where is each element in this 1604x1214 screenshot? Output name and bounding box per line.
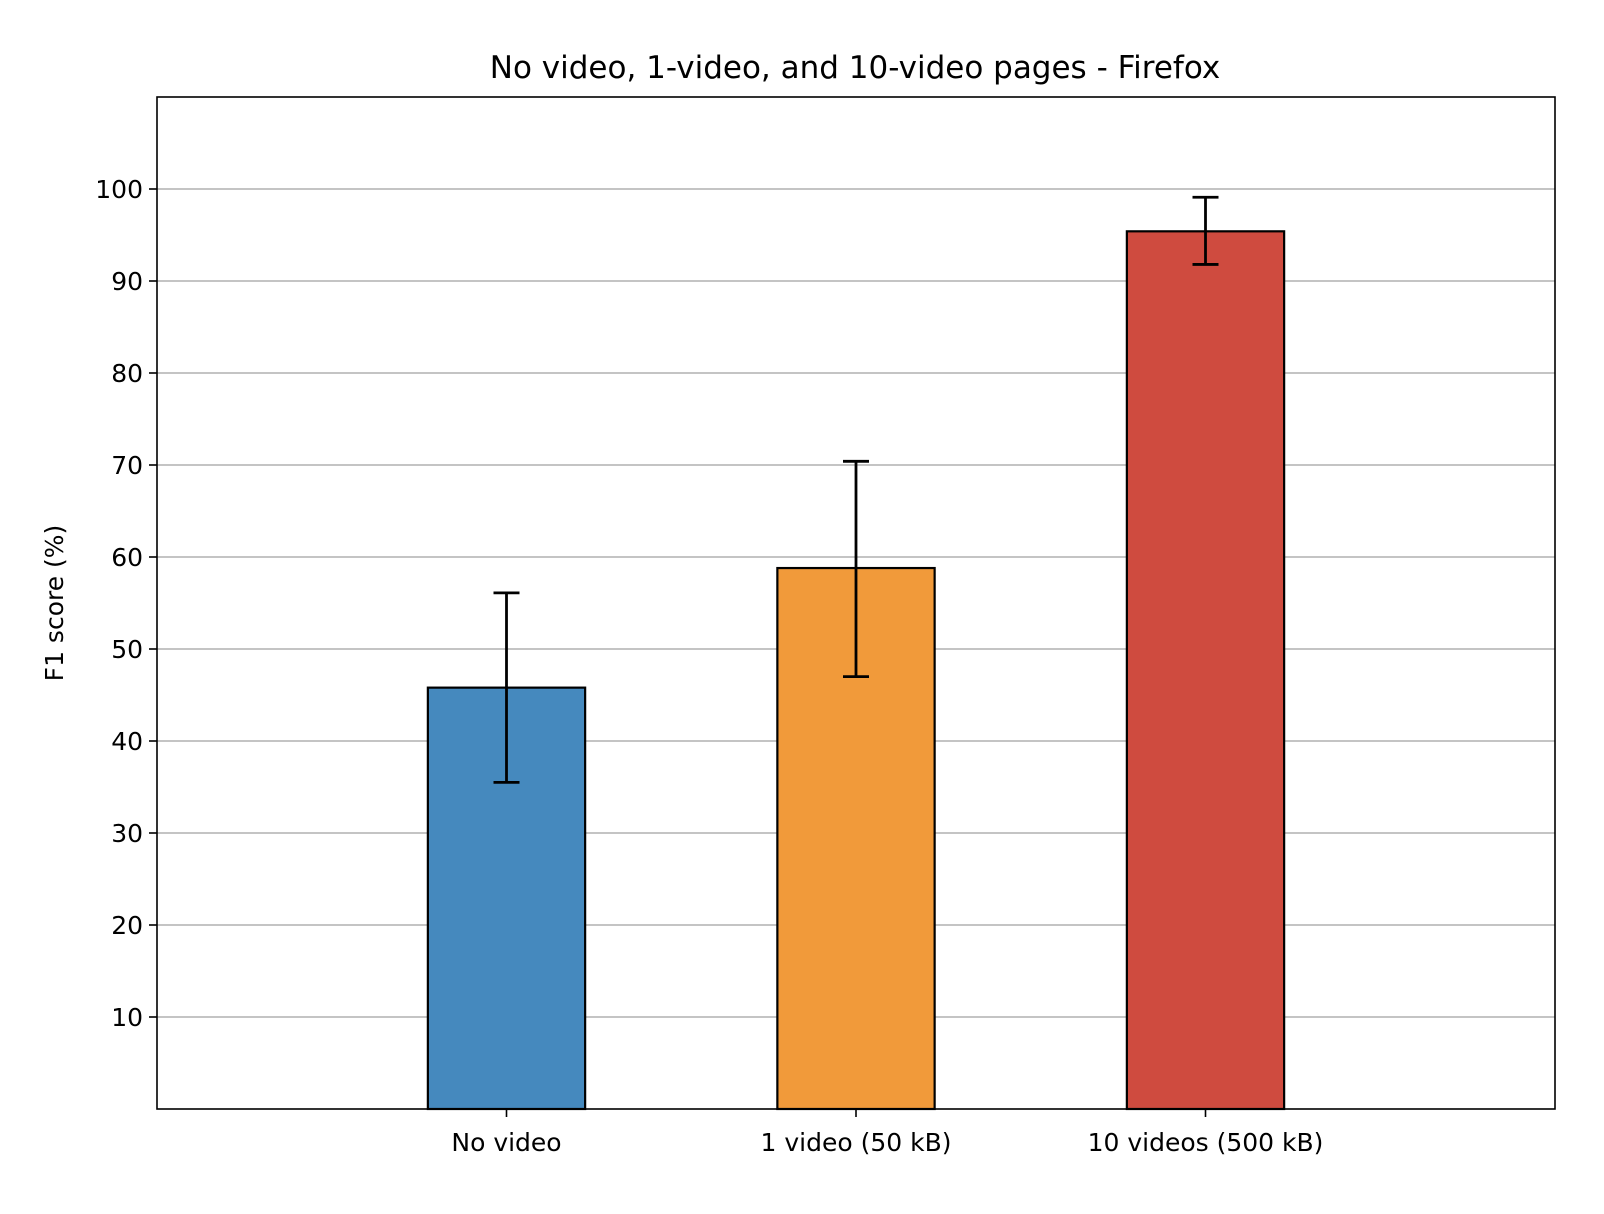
y-tick-label: 30 xyxy=(111,819,143,848)
bar xyxy=(1125,230,1286,1111)
error-bars xyxy=(493,195,1219,784)
y-tick-label: 20 xyxy=(111,911,143,940)
x-tick-label: 10 videos (500 kB) xyxy=(1088,1128,1324,1157)
y-axis-label: F1 score (%) xyxy=(40,525,69,682)
chart-title: No video, 1-video, and 10-video pages - … xyxy=(490,50,1220,86)
y-tick-label: 50 xyxy=(111,635,143,664)
y-tick-label: 70 xyxy=(111,451,143,480)
y-tick-label: 100 xyxy=(95,175,143,204)
y-axis-ticks: 10 20 30 40 50 60 70 80 90 100 xyxy=(95,175,157,1032)
y-tick-label: 10 xyxy=(111,1003,143,1032)
y-tick-label: 80 xyxy=(111,359,143,388)
x-tick-label: No video xyxy=(451,1128,561,1157)
y-tick-label: 60 xyxy=(111,543,143,572)
x-tick-label: 1 video (50 kB) xyxy=(761,1128,952,1157)
y-tick-label: 40 xyxy=(111,727,143,756)
x-axis-ticks: No video 1 video (50 kB) 10 videos (500 kB… xyxy=(451,1109,1323,1157)
y-tick-label: 90 xyxy=(111,267,143,296)
